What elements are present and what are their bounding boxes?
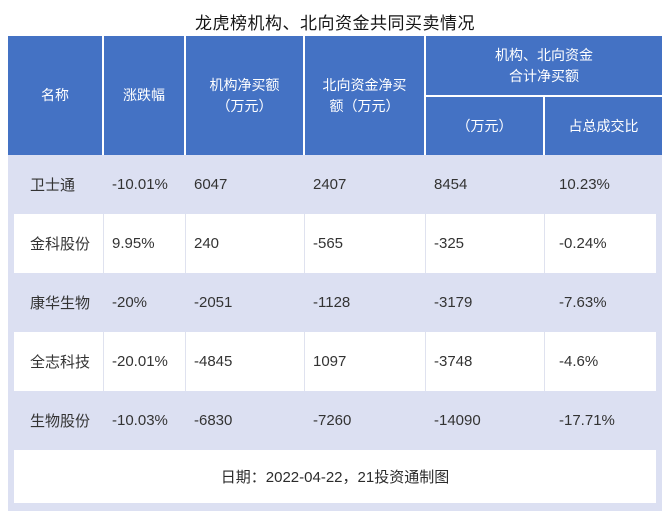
table-header: 名称 涨跌幅 机构净买额 （万元） 北向资金净买 额（万元） 机构、北向资金 合… xyxy=(8,36,662,155)
table-row: 康华生物 -20% -2051 -1128 -3179 -7.63% xyxy=(14,273,656,332)
cell-change: -20.01% xyxy=(104,332,186,391)
table-row: 全志科技 -20.01% -4845 1097 -3748 -4.6% xyxy=(14,332,656,391)
cell-inst-net: 6047 xyxy=(194,176,228,193)
data-table: 名称 涨跌幅 机构净买额 （万元） 北向资金净买 额（万元） 机构、北向资金 合… xyxy=(8,36,662,511)
cell-name: 全志科技 xyxy=(14,332,104,391)
cell-name: 生物股份 xyxy=(30,413,91,430)
col-header-combined-amount: （万元） xyxy=(426,97,545,155)
cell-inst-net: -6830 xyxy=(194,412,233,429)
col-header-name: 名称 xyxy=(8,36,104,155)
chart-title: 龙虎榜机构、北向资金共同买卖情况 xyxy=(195,14,475,33)
col-header-inst-net: 机构净买额 （万元） xyxy=(186,36,305,155)
cell-combined-amount: 8454 xyxy=(434,176,468,193)
cell-change: -10.03% xyxy=(112,412,168,429)
cell-inst-net: 240 xyxy=(186,214,305,273)
cell-combined-pct: -0.24% xyxy=(559,235,607,252)
cell-north-net: 2407 xyxy=(313,176,347,193)
cell-name: 卫士通 xyxy=(30,177,76,194)
cell-change: -10.01% xyxy=(112,176,168,193)
cell-change: 9.95% xyxy=(104,214,186,273)
cell-combined-pct: 10.23% xyxy=(559,176,610,193)
col-header-change: 涨跌幅 xyxy=(104,36,186,155)
col-header-combined-group: 机构、北向资金 合计净买额 xyxy=(426,36,662,97)
table-row: 卫士通 -10.01% 6047 2407 8454 10.23% xyxy=(14,155,656,214)
table-row: 金科股份 9.95% 240 -565 -325 -0.24% xyxy=(14,214,656,273)
cell-north-net: -565 xyxy=(305,214,426,273)
table-body: 卫士通 -10.01% 6047 2407 8454 10.23% 金科股份 9… xyxy=(8,155,662,511)
cell-north-net: 1097 xyxy=(305,332,426,391)
cell-combined-pct: -7.63% xyxy=(559,294,607,311)
cell-combined-amount: -3179 xyxy=(434,294,473,311)
cell-change: -20% xyxy=(112,294,148,311)
table-row: 生物股份 -10.03% -6830 -7260 -14090 -17.71% xyxy=(14,391,656,450)
cell-name: 金科股份 xyxy=(14,214,104,273)
cell-combined-amount: -325 xyxy=(426,214,545,273)
cell-inst-net: -2051 xyxy=(194,294,233,311)
cell-north-net: -1128 xyxy=(313,294,351,311)
col-header-north-net: 北向资金净买 额（万元） xyxy=(305,36,426,155)
cell-combined-amount: -3748 xyxy=(426,332,545,391)
footer-note: 日期：2022-04-22，21投资通制图 xyxy=(14,450,656,503)
cell-combined-amount: -14090 xyxy=(434,412,481,429)
cell-name: 康华生物 xyxy=(30,295,91,312)
cell-inst-net: -4845 xyxy=(186,332,305,391)
col-header-combined-pct: 占总成交比 xyxy=(568,117,639,134)
cell-combined-pct: -17.71% xyxy=(559,412,615,429)
cell-north-net: -7260 xyxy=(313,412,352,429)
cell-combined-pct: -4.6% xyxy=(559,353,599,370)
